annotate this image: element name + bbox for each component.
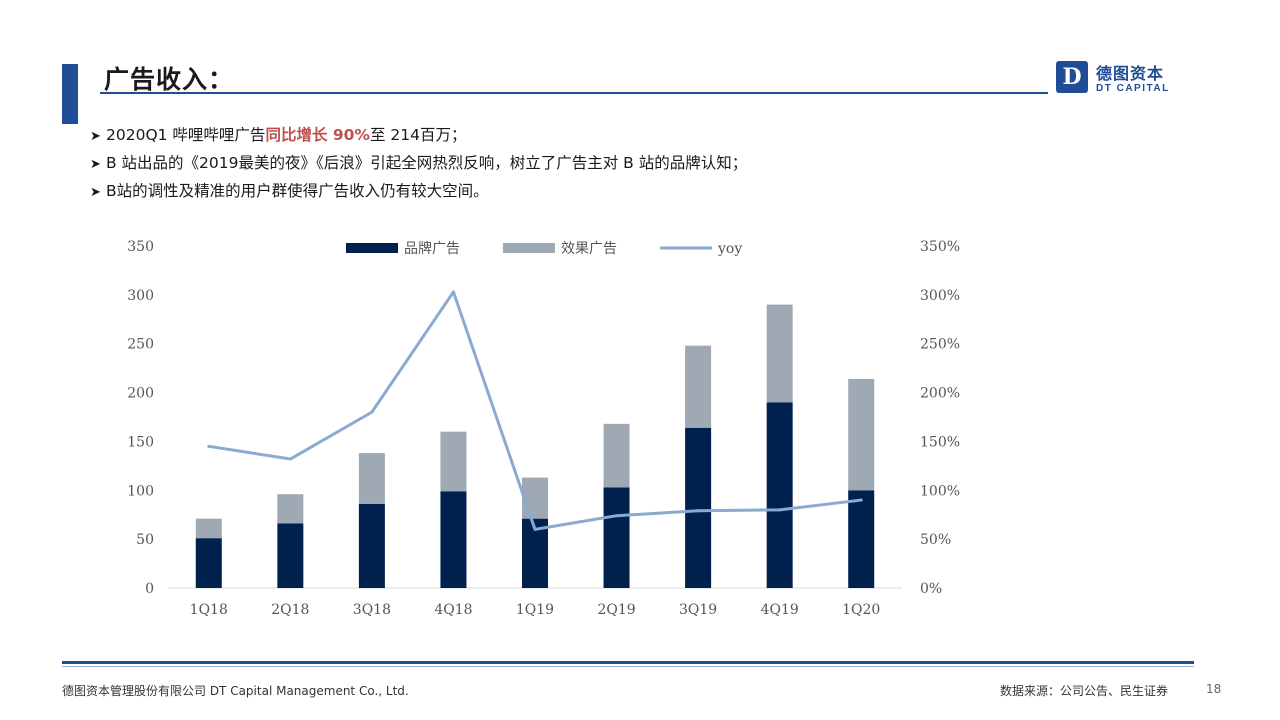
logo-mark-icon: D — [1056, 61, 1088, 93]
bar-brand-ad — [277, 523, 304, 588]
y-right-tick-label: 350% — [920, 239, 960, 255]
y-right-tick-label: 0% — [920, 581, 942, 597]
legend-brand-swatch — [346, 243, 398, 253]
y-right-tick-label: 100% — [920, 483, 960, 499]
page-title: 广告收入： — [104, 65, 235, 94]
footer-company: 德图资本管理股份有限公司 DT Capital Management Co., … — [62, 684, 409, 698]
bar-brand-ad — [603, 487, 630, 588]
title-divider — [100, 92, 1048, 94]
bullet-highlight: 同比增长 90% — [265, 126, 370, 144]
yoy-point — [370, 410, 374, 414]
yoy-point — [696, 509, 700, 513]
bar-performance-ad — [195, 518, 222, 539]
bullet-text: B站的调性及精准的用户群使得广告收入仍有较大空间。 — [106, 182, 489, 200]
y-right-tick-label: 250% — [920, 337, 960, 353]
bar-performance-ad — [766, 304, 793, 403]
bar-performance-ad — [603, 423, 630, 488]
legend-brand-label: 品牌广告 — [404, 240, 460, 257]
x-tick-label: 2Q19 — [597, 602, 635, 618]
y-left-tick-label: 350 — [127, 239, 154, 255]
legend-yoy-label: yoy — [717, 241, 742, 257]
x-tick-label: 4Q18 — [434, 602, 472, 618]
bar-brand-ad — [358, 503, 385, 588]
x-tick-label: 3Q18 — [353, 602, 391, 618]
page-number: 18 — [1206, 682, 1222, 696]
y-left-tick-label: 50 — [136, 532, 154, 548]
bullet-text: 2020Q1 哔哩哔哩广告 — [106, 126, 266, 144]
bullet-item: ➤ 2020Q1 哔哩哔哩广告同比增长 90%至 214百万； — [90, 122, 747, 150]
footer-source: 数据来源：公司公告、民生证券 — [1000, 684, 1169, 698]
bar-brand-ad — [766, 402, 793, 588]
yoy-point — [207, 444, 211, 448]
y-right-tick-label: 200% — [920, 386, 960, 402]
x-tick-label: 4Q19 — [761, 602, 799, 618]
bullet-arrow-icon: ➤ — [90, 185, 101, 200]
bullet-item: ➤ B站的调性及精准的用户群使得广告收入仍有较大空间。 — [90, 178, 747, 206]
x-tick-label: 3Q19 — [679, 602, 717, 618]
legend-performance-swatch — [503, 243, 555, 253]
y-right-tick-label: 300% — [920, 288, 960, 304]
y-left-tick-label: 300 — [127, 288, 154, 304]
logo-name-cn: 德图资本 — [1096, 64, 1165, 83]
bar-brand-ad — [848, 490, 875, 588]
x-tick-label: 1Q19 — [516, 602, 554, 618]
y-left-tick-label: 100 — [127, 483, 154, 499]
company-logo: D 德图资本 DT CAPITAL — [1056, 60, 1186, 98]
bar-performance-ad — [358, 453, 385, 504]
yoy-point — [615, 514, 619, 518]
yoy-point — [451, 290, 455, 294]
bar-brand-ad — [195, 538, 222, 588]
bar-performance-ad — [440, 431, 467, 492]
legend-performance-label: 效果广告 — [561, 241, 617, 257]
bar-performance-ad — [277, 494, 304, 524]
x-tick-label: 2Q18 — [271, 602, 309, 618]
logo-name-en: DT CAPITAL — [1096, 83, 1170, 94]
footer-divider — [62, 661, 1194, 664]
bullet-arrow-icon: ➤ — [90, 129, 101, 144]
bar-brand-ad — [685, 427, 712, 588]
bullet-text-tail: 至 214百万； — [369, 126, 467, 144]
yoy-point — [533, 527, 537, 531]
y-left-tick-label: 250 — [127, 337, 154, 353]
bar-brand-ad — [440, 491, 467, 588]
x-tick-label: 1Q20 — [842, 602, 880, 618]
yoy-point — [288, 457, 292, 461]
ad-revenue-chart: 350 300 250 200 150 100 50 0 350% 300% 250% 200% 150… — [127, 239, 960, 618]
y-left-tick-label: 200 — [127, 386, 154, 402]
bullet-text: B 站出品的《2019最美的夜》《后浪》引起全网热烈反响，树立了广告主对 B 站… — [106, 154, 748, 172]
footer-divider-thin — [62, 666, 1194, 667]
y-left-tick-label: 0 — [145, 581, 154, 597]
bullet-item: ➤ B 站出品的《2019最美的夜》《后浪》引起全网热烈反响，树立了广告主对 B … — [90, 150, 747, 178]
y-right-tick-label: 50% — [920, 532, 951, 548]
y-left-tick-label: 150 — [127, 434, 154, 450]
bullet-arrow-icon: ➤ — [90, 157, 101, 172]
yoy-point — [859, 498, 863, 502]
logo-mark-glyph: D — [1062, 64, 1082, 90]
x-tick-label: 1Q18 — [190, 602, 228, 618]
y-right-tick-label: 150% — [920, 434, 960, 450]
bar-performance-ad — [685, 345, 712, 428]
yoy-point — [778, 508, 782, 512]
title-accent-bar — [62, 64, 78, 124]
bar-performance-ad — [848, 378, 875, 491]
bullet-list: ➤ 2020Q1 哔哩哔哩广告同比增长 90%至 214百万； ➤ B 站出品的《2… — [90, 122, 747, 206]
bar-performance-ad — [522, 477, 548, 519]
